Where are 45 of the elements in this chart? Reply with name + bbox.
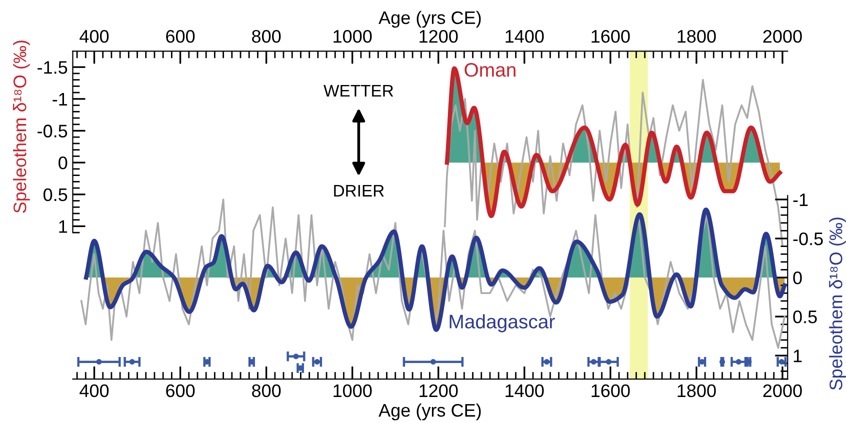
point — [590, 359, 596, 365]
x2-tick-label: 1600 — [592, 30, 630, 43]
y2-tick-label: 1 — [794, 350, 802, 362]
x2-tick-label: 1000 — [334, 30, 372, 43]
x-tick-label: 2000 — [763, 384, 802, 398]
x-tick-label: 1800 — [678, 384, 716, 398]
y-tick-label: 0.5 — [44, 188, 68, 202]
x-tick-label: 800 — [252, 384, 281, 398]
y-axis-title: Speleothem δ¹⁸O (‰) — [13, 40, 30, 213]
y-tick-label: -1 — [52, 93, 68, 106]
x-tick-label: 1600 — [592, 384, 630, 398]
x2-tick-label: 400 — [80, 30, 109, 43]
y2-tick-label: 0 — [793, 271, 802, 284]
x2-tick-label: 600 — [166, 30, 195, 43]
point — [96, 359, 102, 365]
x-tick-label: 600 — [166, 384, 195, 398]
x2-axis-title: Age (yrs CE) — [378, 10, 481, 28]
x2-tick-label: 1200 — [420, 30, 458, 43]
x-tick-label: 400 — [80, 384, 109, 398]
y2-axis-title: Speleothem δ¹⁸O (‰) — [829, 218, 846, 390]
y-tick-label: 0 — [58, 156, 68, 170]
point — [430, 359, 436, 365]
x2-tick-label: 800 — [252, 30, 281, 43]
point — [293, 354, 299, 360]
y-tick-label: 1 — [59, 220, 68, 233]
y2-tick-label: 0.5 — [793, 310, 817, 324]
y2-tick-label: -1 — [793, 194, 808, 206]
x-tick-label: 1400 — [506, 384, 544, 398]
x-tick-label: 1000 — [334, 384, 372, 398]
y-tick-label: -0.5 — [38, 124, 68, 138]
annotation: DRIER — [334, 184, 384, 196]
line-series — [444, 78, 784, 246]
point — [606, 359, 612, 365]
annotation: WETTER — [324, 85, 394, 96]
x2-tick-label: 1400 — [506, 30, 544, 43]
x2-tick-label: 2000 — [763, 30, 802, 43]
x-axis-title: Age (yrs CE) — [378, 403, 481, 420]
y-tick-label: -1.5 — [38, 61, 68, 74]
point — [129, 359, 135, 365]
x-tick-label: 1200 — [420, 384, 458, 398]
series-label: Madagascar — [450, 314, 555, 332]
y2-tick-label: -0.5 — [793, 232, 823, 246]
series-label: Oman — [464, 63, 516, 77]
x2-tick-label: 1800 — [678, 30, 716, 43]
point — [736, 359, 742, 365]
